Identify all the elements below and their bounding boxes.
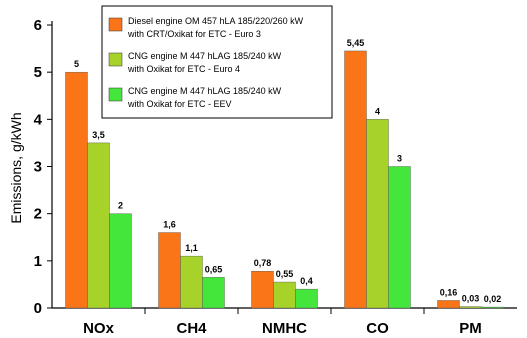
y-axis-label: Emissions, g/kWh <box>8 112 24 223</box>
data-label: 0,02 <box>484 294 502 304</box>
legend-swatch <box>108 87 123 102</box>
y-tick-label: 4 <box>34 111 43 128</box>
data-label: 3 <box>397 154 402 164</box>
data-label: 4 <box>375 106 380 116</box>
x-category-label: PM <box>459 320 482 337</box>
bar <box>388 166 411 309</box>
data-labels: NOx 5 3,5 2 CH4 1,6 1,1 0,65 NMHC 0,78 0,55 0,4 CO 5,… <box>74 38 501 337</box>
y-tick-label: 2 <box>34 206 42 223</box>
bar <box>109 213 132 309</box>
bar <box>366 119 389 309</box>
data-label: 5,45 <box>347 38 365 48</box>
bar <box>295 288 318 309</box>
bar <box>437 300 460 309</box>
data-label: 0,03 <box>462 294 480 304</box>
data-label: 5 <box>74 59 79 69</box>
bar <box>202 277 225 309</box>
x-category-label: NMHC <box>262 320 307 337</box>
legend-label: with Oxikat for ETC - EEV <box>127 99 232 109</box>
bar <box>87 142 110 309</box>
bar <box>459 306 482 309</box>
data-label: 3,5 <box>92 130 105 140</box>
data-label: 0,55 <box>276 269 294 279</box>
y-tick-label: 3 <box>34 159 42 176</box>
bar <box>251 271 274 309</box>
data-label: 1,1 <box>185 243 198 253</box>
x-category-label: CH4 <box>176 320 207 337</box>
legend-label: CNG engine M 447 hLAG 185/240 kW <box>128 51 282 61</box>
bar <box>158 232 181 309</box>
data-label: 0,78 <box>254 258 272 268</box>
legend: Diesel engine OM 457 hLA 185/220/260 kW w… <box>101 5 333 119</box>
data-label: 1,6 <box>163 220 176 230</box>
legend-label: with CRT/Oxikat for ETC - Euro 3 <box>127 29 261 39</box>
legend-label: Diesel engine OM 457 hLA 185/220/260 kW <box>128 16 304 26</box>
legend-swatch <box>108 17 123 32</box>
bar <box>180 255 203 309</box>
legend-label: CNG engine M 447 hLAG 185/240 kW <box>128 86 282 96</box>
data-label: 0,65 <box>205 264 223 274</box>
legend-label: with Oxikat for ETC - Euro 4 <box>127 64 240 74</box>
y-tick-label: 6 <box>34 17 42 34</box>
data-label: 0,4 <box>300 276 313 286</box>
bar <box>481 306 504 309</box>
bar <box>65 71 88 309</box>
y-tick-label: 1 <box>34 253 42 270</box>
data-label: 0,16 <box>440 287 458 297</box>
legend-swatch <box>108 52 123 67</box>
data-label: 2 <box>118 201 123 211</box>
bar <box>273 281 296 309</box>
x-category-label: NOx <box>83 320 115 337</box>
y-tick-label: 5 <box>34 64 42 81</box>
bar <box>344 50 367 309</box>
legend-box <box>101 5 333 119</box>
y-tick-label: 0 <box>34 300 42 317</box>
x-category-label: CO <box>366 320 389 337</box>
bars <box>65 50 504 314</box>
